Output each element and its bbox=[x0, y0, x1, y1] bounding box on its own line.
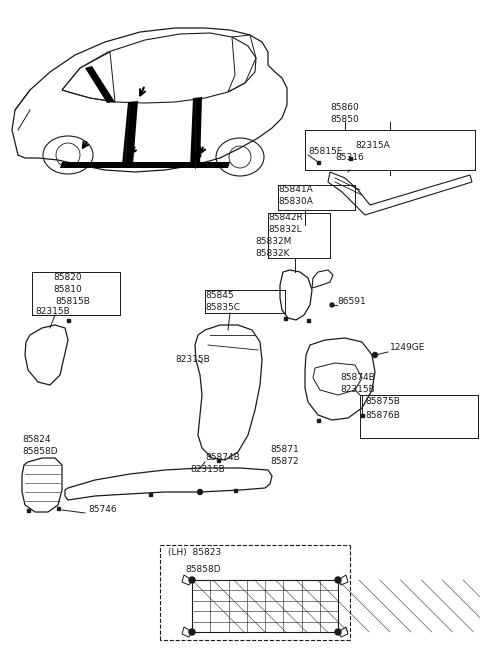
Text: 85815B: 85815B bbox=[55, 297, 90, 307]
Text: 85316: 85316 bbox=[335, 153, 364, 162]
Text: 86591: 86591 bbox=[337, 297, 366, 307]
Circle shape bbox=[189, 577, 195, 583]
Text: 82315B: 82315B bbox=[190, 466, 225, 474]
Bar bbox=[284, 316, 287, 320]
Text: (LH)  85823: (LH) 85823 bbox=[168, 548, 221, 557]
Text: 85876B: 85876B bbox=[365, 411, 400, 419]
Bar bbox=[57, 506, 60, 510]
Text: 85874B: 85874B bbox=[340, 373, 375, 383]
Text: 85845: 85845 bbox=[205, 291, 234, 299]
Text: 85832L: 85832L bbox=[268, 225, 301, 234]
Text: 82315A: 82315A bbox=[355, 141, 390, 149]
Text: 85875B: 85875B bbox=[365, 398, 400, 407]
Text: 82315B: 82315B bbox=[35, 307, 70, 316]
Text: 85820: 85820 bbox=[54, 274, 82, 282]
Bar bbox=[316, 160, 320, 164]
Circle shape bbox=[335, 577, 341, 583]
Text: 85841A: 85841A bbox=[278, 185, 313, 195]
Text: 85858D: 85858D bbox=[185, 565, 221, 574]
Text: 85872: 85872 bbox=[270, 457, 299, 466]
Text: 82315B: 82315B bbox=[340, 386, 375, 394]
Circle shape bbox=[189, 629, 195, 635]
Text: 85850: 85850 bbox=[331, 115, 360, 124]
Bar bbox=[148, 493, 152, 495]
Polygon shape bbox=[85, 66, 115, 103]
Bar bbox=[360, 413, 363, 417]
Circle shape bbox=[372, 352, 377, 358]
Circle shape bbox=[335, 629, 341, 635]
Circle shape bbox=[330, 303, 334, 307]
Bar bbox=[67, 318, 70, 322]
Circle shape bbox=[197, 489, 203, 495]
Polygon shape bbox=[60, 162, 230, 168]
Text: 85860: 85860 bbox=[331, 103, 360, 113]
Text: 85835C: 85835C bbox=[205, 303, 240, 312]
Bar bbox=[26, 508, 29, 512]
Bar bbox=[216, 458, 219, 462]
Bar bbox=[307, 318, 310, 322]
Text: 85824: 85824 bbox=[22, 436, 50, 445]
Text: 85832K: 85832K bbox=[255, 250, 289, 259]
Text: 82315B: 82315B bbox=[175, 356, 210, 364]
Text: 85815E: 85815E bbox=[308, 147, 342, 157]
Text: 85871: 85871 bbox=[270, 445, 299, 455]
Bar bbox=[348, 157, 351, 160]
Text: 85832M: 85832M bbox=[255, 238, 291, 246]
Text: 85746: 85746 bbox=[88, 506, 117, 514]
Text: 85858D: 85858D bbox=[22, 447, 58, 457]
Bar bbox=[316, 419, 320, 422]
Text: 1249GE: 1249GE bbox=[390, 343, 425, 352]
Polygon shape bbox=[122, 101, 138, 165]
Text: 85842R: 85842R bbox=[268, 214, 303, 223]
Bar bbox=[233, 489, 237, 491]
Text: 85830A: 85830A bbox=[278, 198, 313, 206]
Text: 85874B: 85874B bbox=[205, 453, 240, 462]
Polygon shape bbox=[190, 97, 202, 168]
Text: 85810: 85810 bbox=[54, 286, 83, 295]
